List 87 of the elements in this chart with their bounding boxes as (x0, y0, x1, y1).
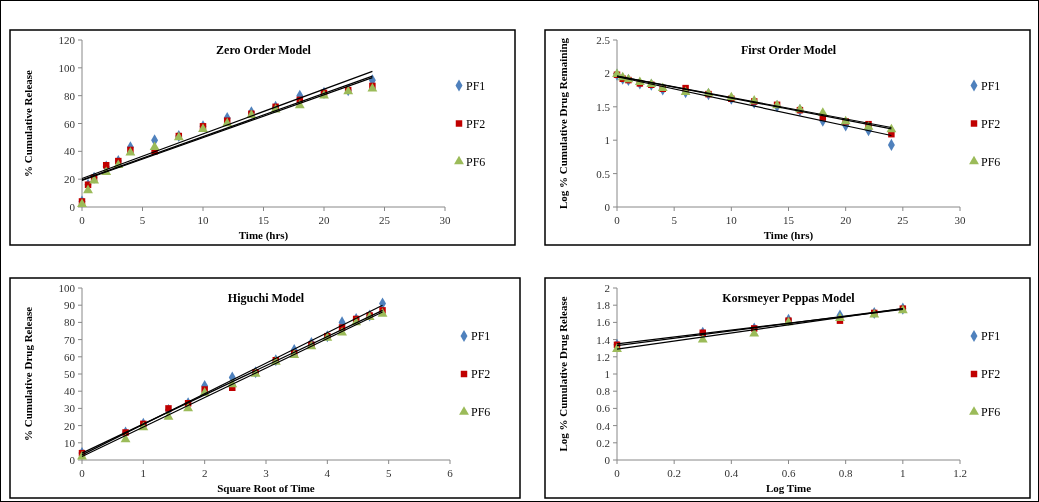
y-tick-label: 2 (604, 282, 610, 294)
legend-label: PF2 (471, 367, 491, 381)
x-tick-label: 25 (379, 214, 391, 226)
chart-title: Higuchi Model (227, 291, 305, 305)
x-tick-label: 0 (79, 467, 86, 479)
x-tick-label: 10 (725, 214, 738, 226)
y-tick-label: 1 (604, 134, 610, 147)
x-tick-label: 1.2 (953, 467, 967, 479)
y-tick-label: 0.4 (596, 419, 611, 432)
legend-label: PF6 (471, 405, 491, 419)
y-tick-label: 20 (64, 173, 76, 186)
x-tick-label: 10 (197, 214, 209, 226)
y-tick-label: 10 (64, 436, 76, 449)
x-tick-label: 5 (385, 467, 392, 479)
legend-label: PF1 (471, 329, 491, 343)
y-tick-label: 0.2 (596, 436, 610, 449)
x-tick-label: 3 (263, 467, 270, 479)
y-axis-title: % Cumulative Drug Release (22, 306, 34, 442)
y-tick-label: 30 (64, 402, 76, 415)
x-tick-label: 20 (840, 214, 852, 226)
y-tick-label: 80 (64, 89, 76, 102)
x-tick-label: 1 (900, 467, 906, 479)
x-tick-label: 0.8 (838, 467, 854, 479)
chart-title: First Order Model (740, 43, 837, 57)
y-tick-label: 50 (64, 368, 76, 380)
legend-label: PF6 (981, 154, 1001, 169)
x-tick-label: 0 (614, 467, 621, 479)
x-tick-label: 25 (897, 214, 909, 226)
y-tick-label: 0 (604, 201, 611, 213)
y-tick-label: 2 (604, 67, 610, 80)
x-tick-label: 4 (324, 467, 331, 479)
x-tick-label: 6 (447, 467, 454, 479)
y-tick-label: 80 (64, 316, 76, 329)
x-axis-title: Time (hrs) (763, 229, 814, 242)
y-tick-label: 0 (69, 454, 76, 466)
x-tick-label: 2 (201, 467, 208, 479)
x-tick-label: 0.6 (781, 467, 796, 479)
chart-title: Zero Order Model (216, 43, 312, 57)
y-tick-label: 60 (64, 350, 76, 363)
y-tick-label: 1.4 (596, 333, 611, 346)
x-tick-label: 15 (783, 214, 795, 226)
y-tick-label: 120 (58, 34, 76, 46)
x-tick-label: 5 (139, 214, 146, 226)
legend-label: PF2 (466, 116, 486, 131)
y-tick-label: 1.8 (596, 299, 611, 312)
x-tick-label: 15 (258, 214, 270, 226)
x-axis-title: Log Time (765, 482, 812, 494)
y-tick-label: 0.8 (596, 385, 611, 398)
x-axis-title: Square Root of Time (217, 482, 315, 494)
y-tick-label: 100 (58, 282, 76, 294)
y-tick-label: 90 (64, 299, 76, 312)
y-tick-label: 1.5 (596, 100, 611, 113)
x-tick-label: 30 (439, 214, 451, 226)
y-tick-label: 0 (604, 454, 611, 466)
y-tick-label: 20 (64, 419, 76, 432)
y-axis-title: % Cumulative Release (22, 69, 34, 177)
y-tick-label: 1.2 (596, 350, 610, 363)
x-tick-label: 20 (318, 214, 330, 226)
y-tick-label: 40 (64, 385, 76, 398)
y-tick-label: 60 (64, 117, 76, 130)
y-tick-label: 40 (64, 145, 76, 158)
legend-label: PF1 (981, 329, 1001, 343)
y-tick-label: 0.5 (596, 167, 611, 180)
y-tick-label: 70 (64, 333, 76, 346)
x-tick-label: 30 (954, 214, 966, 226)
y-tick-label: 1 (604, 368, 610, 380)
y-axis-title: Log % Cumulative Drug Release (557, 296, 569, 452)
legend-label: PF6 (981, 405, 1001, 419)
x-tick-label: 1 (140, 467, 147, 479)
y-tick-label: 2.5 (596, 34, 611, 46)
legend-label: PF2 (981, 367, 1001, 381)
legend-label: PF1 (466, 78, 486, 93)
y-tick-label: 1.6 (596, 316, 611, 329)
legend-label: PF6 (466, 154, 486, 169)
x-axis-title: Time (hrs) (238, 229, 289, 242)
y-tick-label: 0 (69, 201, 76, 213)
x-tick-label: 0.4 (724, 467, 739, 479)
y-axis-title: Log % Cumulative Drug Remaining (557, 37, 569, 210)
x-tick-label: 0.2 (667, 467, 682, 479)
chart-title: Korsmeyer Peppas Model (722, 291, 856, 305)
x-tick-label: 0 (614, 214, 621, 226)
legend-label: PF1 (981, 78, 1001, 93)
x-tick-label: 5 (671, 214, 678, 226)
legend-label: PF2 (981, 116, 1001, 131)
y-tick-label: 0.6 (596, 402, 611, 415)
x-tick-label: 0 (79, 214, 86, 226)
y-tick-label: 100 (58, 61, 76, 74)
